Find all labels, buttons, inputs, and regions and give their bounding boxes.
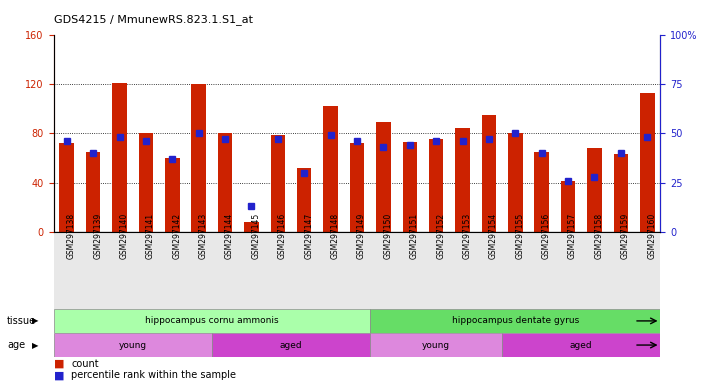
Text: GSM297146: GSM297146 (278, 213, 287, 259)
Bar (139, 133, 154, 232)
Bar (376, 122, 391, 232)
Bar (59, 143, 74, 232)
Text: GSM297149: GSM297149 (357, 213, 366, 259)
Text: GSM297155: GSM297155 (516, 213, 524, 259)
Text: ■: ■ (54, 370, 64, 380)
Text: GSM297156: GSM297156 (542, 213, 550, 259)
Bar (350, 143, 364, 232)
Text: tissue: tissue (7, 316, 36, 326)
Bar (587, 148, 602, 232)
Text: GSM297138: GSM297138 (66, 213, 76, 259)
Bar (613, 154, 628, 232)
Bar (218, 133, 232, 232)
Bar (535, 152, 549, 232)
Bar (165, 158, 179, 232)
Text: GSM297160: GSM297160 (648, 213, 656, 259)
Bar (560, 182, 575, 232)
Bar (54, 309, 370, 333)
Bar (370, 333, 502, 357)
Text: count: count (71, 359, 99, 369)
Text: GSM297142: GSM297142 (172, 213, 181, 259)
Text: ▶: ▶ (32, 316, 39, 325)
Bar (112, 83, 127, 232)
Bar (297, 168, 311, 232)
Text: GSM297154: GSM297154 (489, 213, 498, 259)
Text: GSM297159: GSM297159 (621, 213, 630, 259)
Text: young: young (119, 341, 147, 349)
Bar (482, 115, 496, 232)
Bar (191, 84, 206, 232)
Text: percentile rank within the sample: percentile rank within the sample (71, 370, 236, 380)
Text: GSM297141: GSM297141 (146, 213, 155, 259)
Text: GSM297139: GSM297139 (93, 213, 102, 259)
Text: GSM297140: GSM297140 (119, 213, 129, 259)
Text: GSM297153: GSM297153 (463, 213, 471, 259)
Bar (429, 139, 443, 232)
Text: age: age (7, 340, 25, 350)
Text: hippocampus dentate gyrus: hippocampus dentate gyrus (452, 316, 579, 325)
Text: GDS4215 / MmunewRS.823.1.S1_at: GDS4215 / MmunewRS.823.1.S1_at (54, 14, 253, 25)
Bar (508, 133, 523, 232)
Text: aged: aged (570, 341, 593, 349)
Text: young: young (422, 341, 451, 349)
Text: GSM297158: GSM297158 (595, 213, 603, 259)
Bar (244, 222, 258, 232)
Text: GSM297148: GSM297148 (331, 213, 340, 259)
Text: ▶: ▶ (32, 341, 39, 349)
Bar (54, 333, 212, 357)
Bar (502, 333, 660, 357)
Text: GSM297150: GSM297150 (383, 213, 393, 259)
Bar (271, 134, 285, 232)
Bar (456, 128, 470, 232)
Text: aged: aged (280, 341, 302, 349)
Bar (323, 106, 338, 232)
Bar (212, 333, 370, 357)
Text: GSM297144: GSM297144 (225, 213, 234, 259)
Bar (370, 309, 660, 333)
Text: GSM297157: GSM297157 (568, 213, 577, 259)
Bar (403, 142, 417, 232)
Text: GSM297145: GSM297145 (251, 213, 261, 259)
Text: GSM297151: GSM297151 (410, 213, 419, 259)
Text: GSM297147: GSM297147 (304, 213, 313, 259)
Text: hippocampus cornu ammonis: hippocampus cornu ammonis (145, 316, 278, 325)
Bar (640, 93, 655, 232)
Text: GSM297143: GSM297143 (198, 213, 208, 259)
Text: ■: ■ (54, 359, 64, 369)
Text: GSM297152: GSM297152 (436, 213, 445, 259)
Bar (86, 152, 101, 232)
